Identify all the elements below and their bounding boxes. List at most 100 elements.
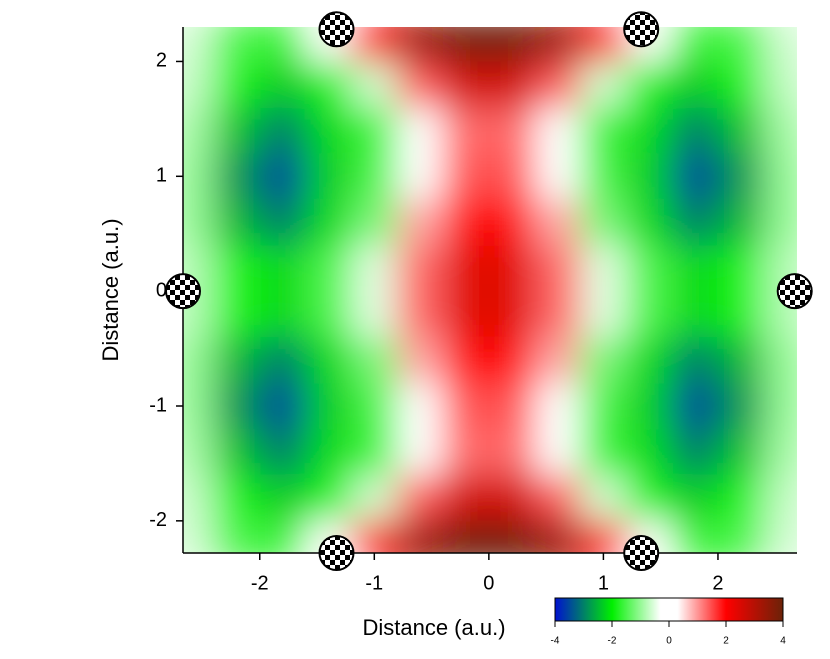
heat-cell (259, 107, 307, 154)
heat-cell (672, 27, 719, 62)
y-tick-label: 0 (156, 279, 167, 301)
heat-cell (351, 383, 398, 430)
heat-cell (183, 474, 215, 522)
heat-cell (672, 474, 719, 522)
heat-cell (488, 520, 536, 553)
colorbar-tick-label: 0 (666, 636, 672, 647)
heat-cell (259, 520, 307, 553)
heat-cell (534, 245, 581, 292)
heat-cell (626, 107, 673, 154)
heat-cell (183, 27, 215, 62)
y-axis-title: Distance (a.u.) (98, 218, 123, 361)
heat-cell (443, 27, 490, 62)
heat-cell (351, 107, 398, 154)
colorbar-tick-label: -2 (608, 636, 617, 647)
heat-cell (626, 474, 673, 522)
heat-cell (717, 383, 765, 430)
heat-cell (488, 107, 536, 154)
heat-cell (763, 428, 797, 476)
heat-cell (763, 474, 797, 522)
heat-cell (626, 428, 673, 476)
heat-cell (397, 428, 444, 476)
heat-cell (580, 428, 627, 476)
heat-cell (397, 107, 444, 154)
heat-cell (443, 474, 490, 522)
heat-cell (488, 383, 536, 430)
heat-cell (672, 337, 719, 384)
heat-cell (351, 520, 398, 553)
heat-cell (305, 199, 352, 246)
atom-marker (318, 535, 355, 571)
heat-cell (672, 428, 719, 476)
heat-cell (351, 291, 398, 338)
heat-cell (259, 61, 307, 108)
heat-cell (717, 428, 765, 476)
heat-cell (397, 383, 444, 430)
x-axis-title: Distance (a.u.) (362, 615, 505, 640)
heat-cell (534, 337, 581, 384)
heat-cell (305, 428, 352, 476)
heat-cell (351, 199, 398, 246)
heat-cell (763, 107, 797, 154)
heat-cell (351, 27, 398, 62)
heat-cell (717, 61, 765, 108)
heat-cell (259, 337, 307, 384)
heat-cell (534, 199, 581, 246)
heat-cell (717, 291, 765, 338)
axes: -2 -1 0 1 2 -2 -1 0 1 2 (149, 27, 797, 594)
heat-cell (580, 199, 627, 246)
heat-cell (488, 474, 536, 522)
heat-cell (763, 27, 797, 62)
heat-cell (443, 428, 490, 476)
y-tick-label: 2 (156, 50, 167, 72)
heat-cell (305, 61, 352, 108)
colorbar-tick-label: 2 (723, 636, 729, 647)
heat-cell (534, 474, 581, 522)
heat-cell (443, 199, 490, 246)
heat-cell (183, 520, 215, 553)
heat-cell (717, 27, 765, 62)
heat-cell (763, 153, 797, 200)
atom-marker (165, 273, 201, 310)
y-tick-label: -1 (149, 394, 167, 416)
x-tick-label: -1 (365, 572, 383, 594)
heat-cell (213, 428, 261, 476)
heat-cell (351, 474, 398, 522)
heat-cell (443, 383, 490, 430)
heat-cell (397, 245, 444, 292)
heat-cell (717, 107, 765, 154)
heat-cell (213, 153, 261, 200)
heat-cell (183, 61, 215, 108)
heat-cell (626, 199, 673, 246)
heat-cell (183, 337, 215, 384)
heat-cell (397, 520, 444, 553)
heat-cell (259, 474, 307, 522)
heat-cell (183, 428, 215, 476)
heat-cell (626, 383, 673, 430)
colorbar-tick-label: 4 (780, 636, 786, 647)
heat-cell (626, 61, 673, 108)
heat-cell (580, 61, 627, 108)
heat-cell (580, 245, 627, 292)
heat-cell (580, 291, 627, 338)
heat-cell (534, 383, 581, 430)
heat-cell (717, 337, 765, 384)
heat-cell (580, 520, 627, 553)
heat-cell (672, 291, 719, 338)
atom-marker (623, 535, 660, 571)
heat-cell (672, 383, 719, 430)
heat-cell (213, 291, 261, 338)
heat-cell (763, 61, 797, 108)
heat-cell (259, 428, 307, 476)
heat-cell (305, 153, 352, 200)
heat-cell (580, 383, 627, 430)
heat-cell (213, 337, 261, 384)
heat-cell (534, 107, 581, 154)
heat-cell (443, 337, 490, 384)
heat-cell (259, 27, 307, 62)
heat-cell (717, 520, 765, 553)
heatmap (183, 27, 797, 553)
heat-cell (534, 61, 581, 108)
heat-cell (488, 153, 536, 200)
colorbar-tick-label: -4 (551, 636, 560, 647)
